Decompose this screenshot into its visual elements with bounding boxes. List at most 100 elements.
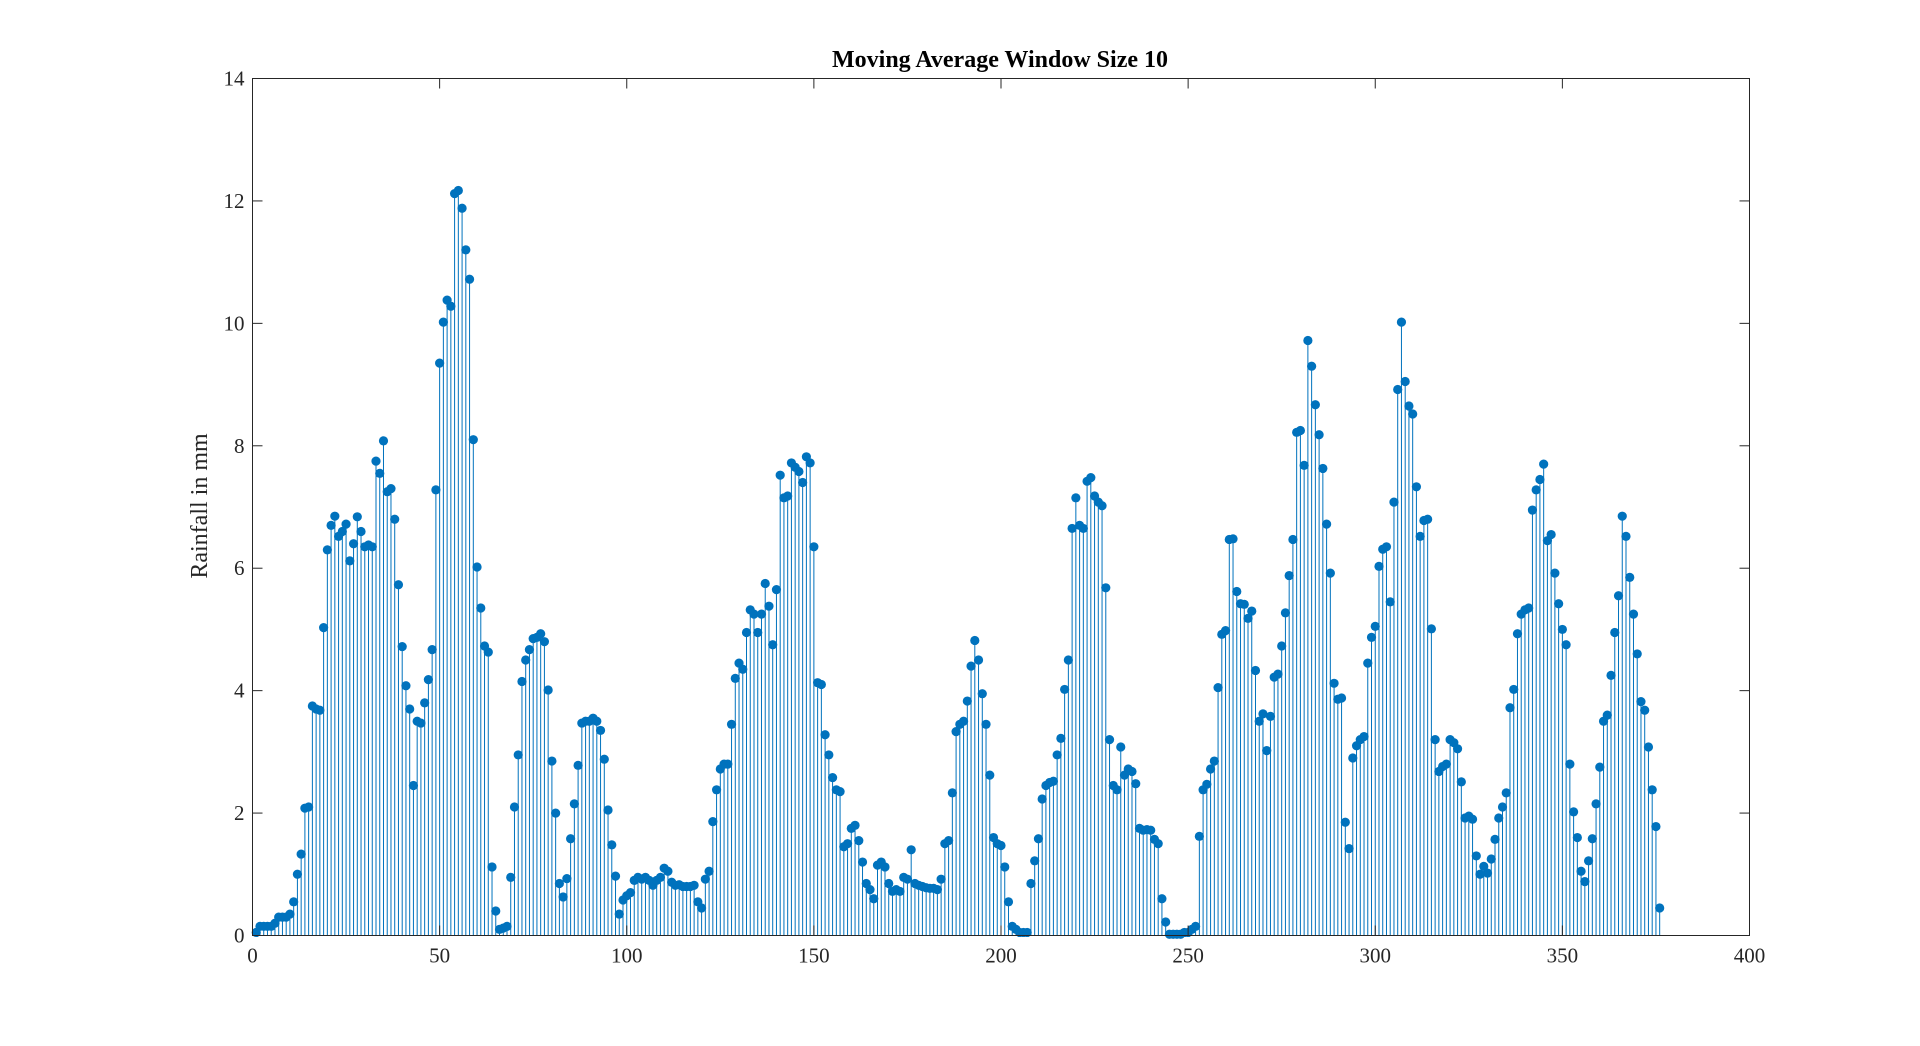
data-point [1479,861,1489,871]
data-point [962,696,972,706]
chart-title: Moving Average Window Size 10 [832,47,1168,73]
data-point [902,874,913,884]
data-point [1561,640,1571,650]
data-point [423,675,433,685]
data-point [1344,843,1354,854]
data-point [1396,317,1407,327]
data-point [775,470,785,480]
data-point [1497,802,1508,812]
data-point [1426,624,1436,634]
data-point [1348,753,1358,763]
data-point [1554,599,1564,609]
data-point [603,805,613,815]
data-point [1116,742,1126,752]
y-tick-label: 8 [234,434,245,458]
data-point [1262,746,1272,756]
data-point [951,727,961,737]
data-point [884,878,894,889]
x-tick-label: 150 [798,944,830,968]
data-point [1452,744,1463,754]
data-point [996,840,1006,851]
data-point [614,909,624,919]
y-tick-label: 6 [234,556,245,580]
data-point [1374,561,1384,571]
data-point [1131,779,1141,789]
data-point [1191,921,1201,931]
data-point [491,906,501,916]
data-point [723,759,733,769]
data-point [1265,711,1276,721]
data-point [816,679,826,690]
data-point [756,609,767,619]
data-point [1048,776,1058,786]
data-point [726,719,737,729]
y-tick-label: 10 [224,311,245,335]
data-point [375,468,385,478]
data-point [1606,670,1616,680]
data-point [936,874,946,884]
data-point [464,274,475,284]
data-point [842,839,853,849]
y-axis: 0 2 4 6 8 10 12 14 [224,67,1750,948]
data-point [558,892,568,902]
data-point [1610,627,1620,638]
data-point [607,840,617,850]
data-point [599,754,609,764]
data-point [427,645,437,655]
data-point [1647,785,1657,795]
data-point [1232,586,1242,597]
data-point [1501,788,1511,798]
data-point [352,512,362,522]
x-tick-label: 250 [1172,944,1204,968]
data-point [378,436,389,446]
data-point [536,629,546,639]
data-point [1303,335,1313,346]
data-point [1277,641,1287,651]
data-point [1404,401,1414,411]
data-point [1655,903,1665,913]
x-tick-label: 400 [1734,944,1766,968]
data-point [1628,609,1639,619]
y-axis-label: Rainfall in mm [187,433,213,579]
data-point [1205,764,1216,774]
data-point [1583,856,1594,866]
data-point [708,817,718,827]
data-point [738,664,748,674]
data-point [1576,866,1586,876]
x-tick-label: 0 [247,944,258,968]
data-point [906,845,916,855]
data-point [1239,599,1249,609]
data-point [1161,917,1171,927]
data-point [1389,497,1399,507]
data-point [1194,831,1204,841]
data-point [655,872,666,882]
data-point [1295,425,1305,436]
data-point [711,785,722,795]
data-point [330,511,340,521]
data-point [1363,658,1373,668]
data-point [1022,927,1032,938]
data-point [1030,856,1040,866]
data-point [1531,485,1541,495]
data-point [730,673,740,684]
data-point [476,603,486,613]
data-point [517,676,527,687]
data-point [1273,669,1283,679]
data-point [805,458,815,468]
data-point [1393,384,1403,395]
data-point [296,849,306,859]
data-point [1243,613,1253,624]
data-point [289,897,299,907]
axes-box [252,78,1750,936]
data-point [1310,400,1320,410]
x-tick-label: 200 [985,944,1017,968]
data-point [524,645,535,655]
data-point [764,601,774,611]
data-point [1490,834,1500,844]
data-point [1400,376,1410,387]
data-point [1258,709,1268,719]
data-point [827,772,838,783]
data-point [865,884,875,895]
data-point [1602,710,1612,720]
